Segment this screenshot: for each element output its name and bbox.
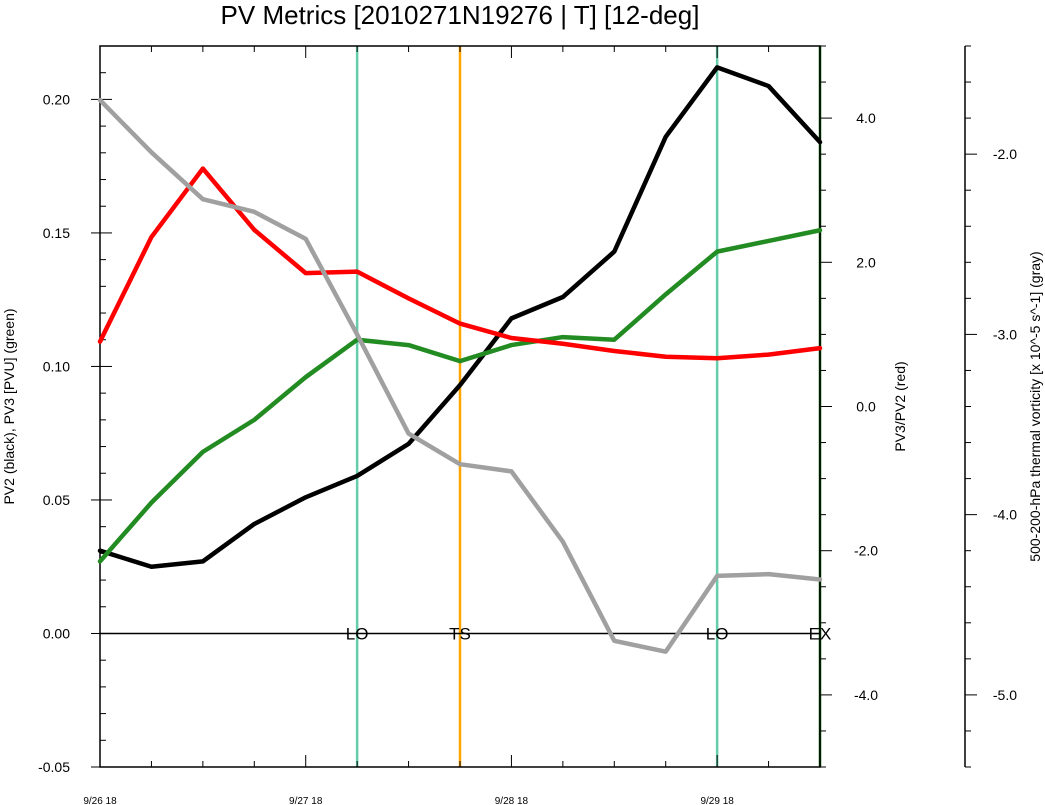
left-tick-label-4: 0.15 — [43, 225, 70, 241]
x-tick-label-2: 9/28 18 — [495, 796, 529, 805]
right-tick-label-0: -4.0 — [854, 687, 878, 703]
left-tick-label-2: 0.05 — [43, 492, 70, 508]
series-line-1 — [97, 228, 823, 564]
event-label-3: EX — [809, 624, 832, 643]
series-line-2 — [97, 166, 823, 361]
left-tick-label-3: 0.10 — [43, 358, 70, 374]
right-tick-label-1: -2.0 — [854, 543, 878, 559]
far-right-tick-label-3: -2.0 — [993, 146, 1017, 162]
far-right-axis-label: 500-200-hPa thermal vorticity [x 10^-5 s… — [1027, 251, 1043, 561]
right-axis-label: PV3/PV2 (red) — [892, 361, 908, 451]
x-tick-label-1: 9/27 18 — [289, 796, 323, 805]
far-right-tick-label-0: -5.0 — [993, 687, 1017, 703]
event-label-2: LO — [706, 624, 729, 643]
plot-area: 9/26 18 9/27 18 9/28 18 9/29 18 -0.05 0.00 0.0… — [1, 45, 1043, 805]
chart-title: PV Metrics [2010271N19276 | T] [12-deg] — [221, 0, 700, 30]
series-line-3 — [97, 97, 823, 654]
right-tick-label-3: 2.0 — [856, 254, 876, 270]
series-line-0 — [97, 65, 823, 569]
left-tick-label-1: 0.00 — [43, 625, 70, 641]
x-tick-label-3: 9/29 18 — [700, 796, 734, 805]
event-label-1: TS — [449, 624, 471, 643]
x-tick-label-0: 9/26 18 — [83, 796, 117, 805]
far-right-tick-label-1: -4.0 — [993, 507, 1017, 523]
left-tick-label-0: -0.05 — [38, 759, 70, 775]
far-right-tick-label-2: -3.0 — [993, 326, 1017, 342]
right-tick-label-2: 0.0 — [856, 399, 876, 415]
left-axis-label: PV2 (black), PV3 [PVU] (green) — [1, 308, 17, 504]
event-label-0: LO — [346, 624, 369, 643]
right-tick-label-4: 4.0 — [856, 110, 876, 126]
left-tick-label-5: 0.20 — [43, 91, 70, 107]
